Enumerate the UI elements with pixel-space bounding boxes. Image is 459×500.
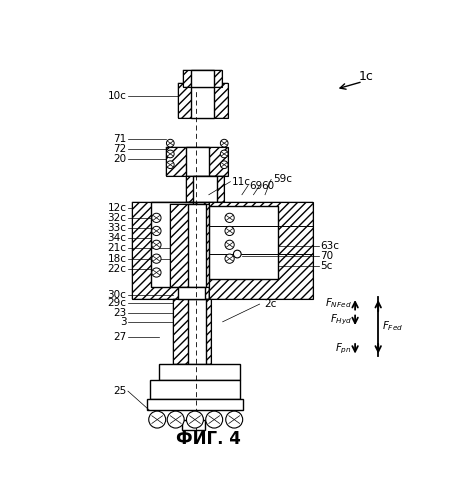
Circle shape bbox=[224, 213, 234, 222]
Text: $F_{pn}$: $F_{pn}$ bbox=[335, 342, 351, 356]
Bar bbox=[172, 298, 211, 364]
Text: 29c: 29c bbox=[107, 298, 126, 308]
Bar bbox=[183, 70, 221, 87]
Bar bbox=[166, 147, 228, 176]
Bar bbox=[183, 70, 221, 87]
Text: 21c: 21c bbox=[107, 243, 126, 253]
Bar bbox=[178, 83, 228, 117]
Circle shape bbox=[186, 411, 203, 428]
Bar bbox=[208, 202, 312, 298]
Bar bbox=[185, 176, 224, 203]
Text: 12c: 12c bbox=[107, 203, 126, 213]
Bar bbox=[151, 202, 193, 287]
Circle shape bbox=[233, 250, 241, 258]
Text: 33c: 33c bbox=[107, 223, 126, 233]
Text: 11c: 11c bbox=[231, 176, 250, 186]
Bar bbox=[178, 287, 205, 298]
Text: $F_{NFed}$: $F_{NFed}$ bbox=[325, 296, 351, 310]
Circle shape bbox=[166, 140, 174, 147]
Circle shape bbox=[220, 140, 228, 147]
Bar bbox=[166, 147, 228, 176]
Bar bbox=[208, 206, 278, 280]
Bar bbox=[188, 204, 205, 287]
Circle shape bbox=[151, 254, 161, 264]
Circle shape bbox=[225, 411, 242, 428]
Bar bbox=[193, 176, 216, 203]
Bar bbox=[185, 147, 208, 176]
Bar bbox=[158, 364, 239, 380]
Circle shape bbox=[220, 161, 228, 168]
Circle shape bbox=[151, 226, 161, 235]
Text: ФИГ. 4: ФИГ. 4 bbox=[176, 430, 241, 448]
Circle shape bbox=[166, 161, 174, 168]
Circle shape bbox=[224, 226, 234, 235]
Bar bbox=[188, 298, 205, 364]
Bar bbox=[178, 83, 228, 117]
Circle shape bbox=[220, 150, 228, 158]
Text: 71: 71 bbox=[113, 134, 126, 143]
Text: 20: 20 bbox=[113, 154, 126, 164]
Bar bbox=[170, 204, 208, 287]
Bar bbox=[208, 202, 312, 298]
Text: 27: 27 bbox=[113, 332, 126, 342]
Text: 23: 23 bbox=[113, 308, 126, 318]
Text: 10c: 10c bbox=[107, 91, 126, 101]
Circle shape bbox=[151, 268, 161, 277]
Circle shape bbox=[151, 213, 161, 222]
Bar bbox=[181, 420, 205, 430]
Bar bbox=[132, 202, 208, 298]
Bar bbox=[149, 380, 240, 399]
Bar bbox=[190, 70, 214, 87]
Text: 2c: 2c bbox=[263, 299, 276, 309]
Bar bbox=[185, 176, 224, 203]
Bar bbox=[132, 202, 208, 298]
Text: 69: 69 bbox=[249, 180, 262, 190]
Bar bbox=[170, 204, 208, 287]
Circle shape bbox=[167, 411, 184, 428]
Bar bbox=[147, 399, 243, 410]
Text: 22c: 22c bbox=[107, 264, 126, 274]
Text: 18c: 18c bbox=[107, 254, 126, 264]
Text: 34c: 34c bbox=[107, 233, 126, 243]
Text: $F_{Fed}$: $F_{Fed}$ bbox=[381, 320, 403, 334]
Text: 32c: 32c bbox=[107, 213, 126, 223]
Circle shape bbox=[224, 240, 234, 250]
Text: 59c: 59c bbox=[272, 174, 291, 184]
Text: 72: 72 bbox=[113, 144, 126, 154]
Text: 1c: 1c bbox=[358, 70, 373, 84]
Bar bbox=[172, 298, 211, 364]
Text: 63c: 63c bbox=[320, 242, 339, 252]
Circle shape bbox=[205, 411, 222, 428]
Text: 5c: 5c bbox=[320, 260, 332, 270]
Circle shape bbox=[151, 240, 161, 250]
Circle shape bbox=[224, 254, 234, 264]
Bar bbox=[190, 83, 214, 117]
Text: 60: 60 bbox=[261, 180, 274, 190]
Circle shape bbox=[166, 150, 174, 158]
Text: 30c: 30c bbox=[107, 290, 126, 300]
Text: 3: 3 bbox=[119, 317, 126, 327]
Text: $F_{Hyd}$: $F_{Hyd}$ bbox=[329, 312, 351, 326]
Circle shape bbox=[148, 411, 165, 428]
Text: 70: 70 bbox=[320, 250, 333, 260]
Text: 25: 25 bbox=[113, 386, 126, 396]
